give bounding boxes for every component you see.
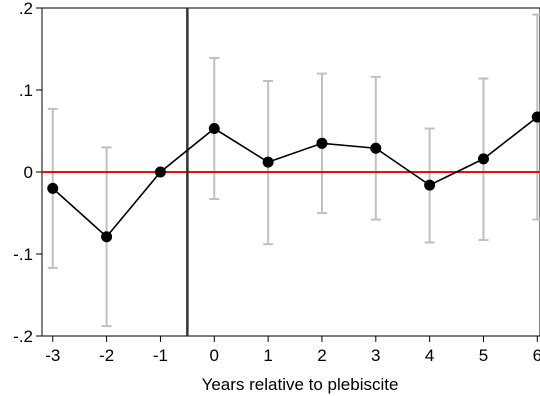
y-tick-label: -.2	[13, 327, 33, 346]
data-point	[262, 156, 274, 168]
x-axis: -3 -2 -1 0 1 2 3 4 5 6	[45, 336, 540, 365]
data-point	[154, 166, 166, 178]
x-tick-label: 0	[210, 346, 219, 365]
data-point	[477, 153, 489, 165]
data-point	[316, 137, 328, 149]
x-axis-title: Years relative to plebiscite	[202, 375, 399, 394]
data-point	[370, 142, 382, 154]
data-point	[101, 231, 113, 243]
series-line	[52, 116, 538, 238]
y-tick-label: 0	[24, 163, 33, 182]
x-tick-label: -3	[45, 346, 60, 365]
x-tick-label: 1	[263, 346, 272, 365]
x-tick-label: 3	[371, 346, 380, 365]
x-tick-label: 2	[317, 346, 326, 365]
data-point	[531, 111, 540, 123]
data-point	[47, 182, 59, 194]
data-point	[424, 179, 436, 191]
y-tick-label: .1	[19, 81, 33, 100]
y-axis: .2 .1 0 -.1 -.2	[13, 0, 42, 346]
x-tick-label: -1	[153, 346, 168, 365]
x-tick-label: 4	[425, 346, 434, 365]
x-tick-label: -2	[99, 346, 114, 365]
y-tick-label: -.1	[13, 245, 33, 264]
x-tick-label: 6	[533, 346, 540, 365]
data-points	[47, 111, 540, 243]
data-point	[208, 123, 220, 135]
x-tick-label: 5	[479, 346, 488, 365]
y-tick-label: .2	[19, 0, 33, 18]
